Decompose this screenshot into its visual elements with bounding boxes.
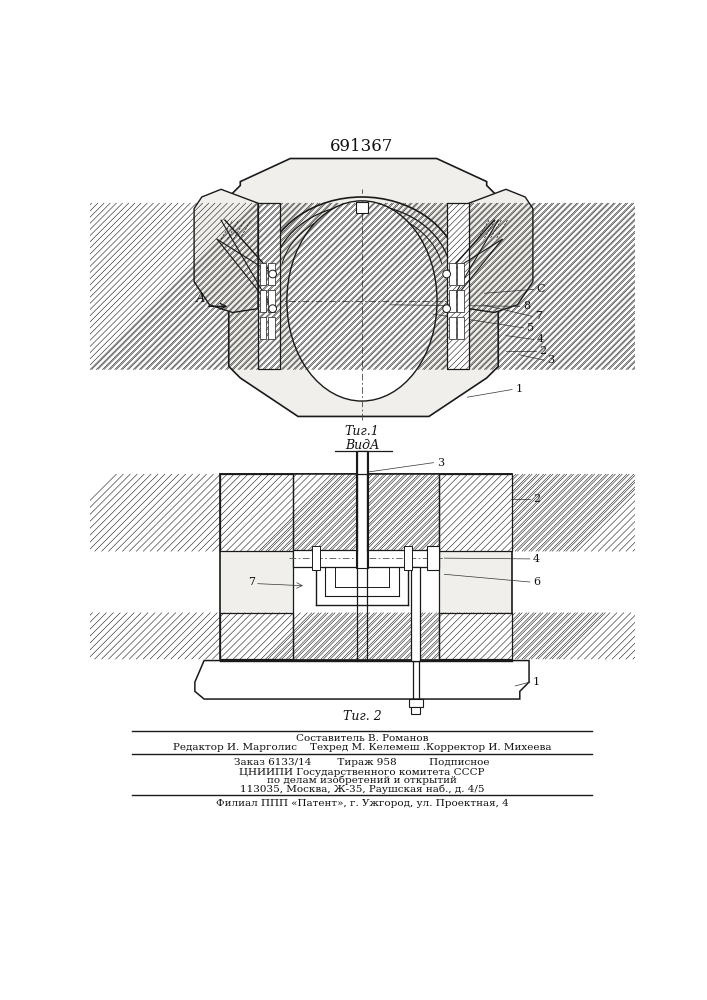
Bar xyxy=(428,546,439,570)
Bar xyxy=(259,317,267,339)
Text: 1: 1 xyxy=(533,677,540,687)
Bar xyxy=(409,699,423,707)
Bar xyxy=(457,317,464,339)
Text: 4: 4 xyxy=(533,554,540,564)
Bar xyxy=(439,474,512,551)
Text: 1: 1 xyxy=(515,384,522,394)
Text: 7: 7 xyxy=(248,577,255,587)
Text: 7: 7 xyxy=(535,311,542,321)
Text: 2: 2 xyxy=(539,346,547,356)
Bar xyxy=(259,263,267,285)
Bar xyxy=(448,203,469,369)
Text: 3: 3 xyxy=(547,355,555,365)
Circle shape xyxy=(443,305,450,312)
Bar xyxy=(448,203,469,369)
Text: 691367: 691367 xyxy=(330,138,394,155)
Bar xyxy=(411,707,421,714)
Text: 4: 4 xyxy=(537,334,544,344)
Polygon shape xyxy=(469,189,533,312)
Bar xyxy=(268,263,275,285)
Bar xyxy=(293,550,439,567)
Circle shape xyxy=(443,270,450,278)
Text: А: А xyxy=(196,292,205,305)
Bar xyxy=(219,613,293,659)
Bar xyxy=(356,451,368,568)
Bar xyxy=(356,202,368,213)
Text: Филиал ППП «Патент», г. Ужгород, ул. Проектная, 4: Филиал ППП «Патент», г. Ужгород, ул. Про… xyxy=(216,799,508,808)
Bar xyxy=(457,263,464,285)
Bar xyxy=(259,290,267,312)
Text: Редактор И. Марголис    Техред М. Келемеш .Корректор И. Михеева: Редактор И. Марголис Техред М. Келемеш .… xyxy=(173,743,551,752)
Text: ВидА: ВидА xyxy=(345,439,379,452)
Bar xyxy=(219,474,293,551)
Polygon shape xyxy=(195,661,529,699)
Bar xyxy=(293,474,439,659)
Bar xyxy=(357,451,366,474)
Circle shape xyxy=(269,270,276,278)
Bar xyxy=(449,290,456,312)
Bar xyxy=(411,567,421,661)
Bar xyxy=(268,290,275,312)
Text: Заказ 6133/14        Тираж 958          Подписное: Заказ 6133/14 Тираж 958 Подписное xyxy=(234,758,490,767)
Bar xyxy=(268,317,275,339)
Polygon shape xyxy=(229,158,498,416)
Bar xyxy=(219,613,293,659)
Bar xyxy=(219,474,512,659)
Text: 8: 8 xyxy=(523,301,530,311)
Text: 2: 2 xyxy=(533,494,540,504)
Bar xyxy=(404,546,412,570)
Bar xyxy=(457,290,464,312)
Bar xyxy=(439,474,512,551)
Bar xyxy=(258,203,279,369)
Text: 5: 5 xyxy=(527,323,534,333)
Text: Τиг.1: Τиг.1 xyxy=(344,425,380,438)
Ellipse shape xyxy=(287,201,437,401)
Text: ЦНИИПИ Государственного комитета СССР: ЦНИИПИ Государственного комитета СССР xyxy=(239,768,485,777)
Text: 3: 3 xyxy=(437,458,444,468)
Text: 113035, Москва, Ж-35, Раушская наб., д. 4/5: 113035, Москва, Ж-35, Раушская наб., д. … xyxy=(240,784,484,794)
Text: 6: 6 xyxy=(533,577,540,587)
Text: по делам изобретений и открытий: по делам изобретений и открытий xyxy=(267,776,457,785)
Text: Составитель В. Романов: Составитель В. Романов xyxy=(296,734,428,743)
Bar xyxy=(449,263,456,285)
Circle shape xyxy=(269,305,276,312)
Bar xyxy=(312,546,320,570)
Bar xyxy=(439,613,512,659)
Bar xyxy=(258,203,279,369)
Text: Τиг. 2: Τиг. 2 xyxy=(343,710,381,723)
Text: С: С xyxy=(537,284,545,294)
Bar xyxy=(449,317,456,339)
Bar xyxy=(219,474,293,551)
Bar xyxy=(439,613,512,659)
Polygon shape xyxy=(194,189,258,312)
